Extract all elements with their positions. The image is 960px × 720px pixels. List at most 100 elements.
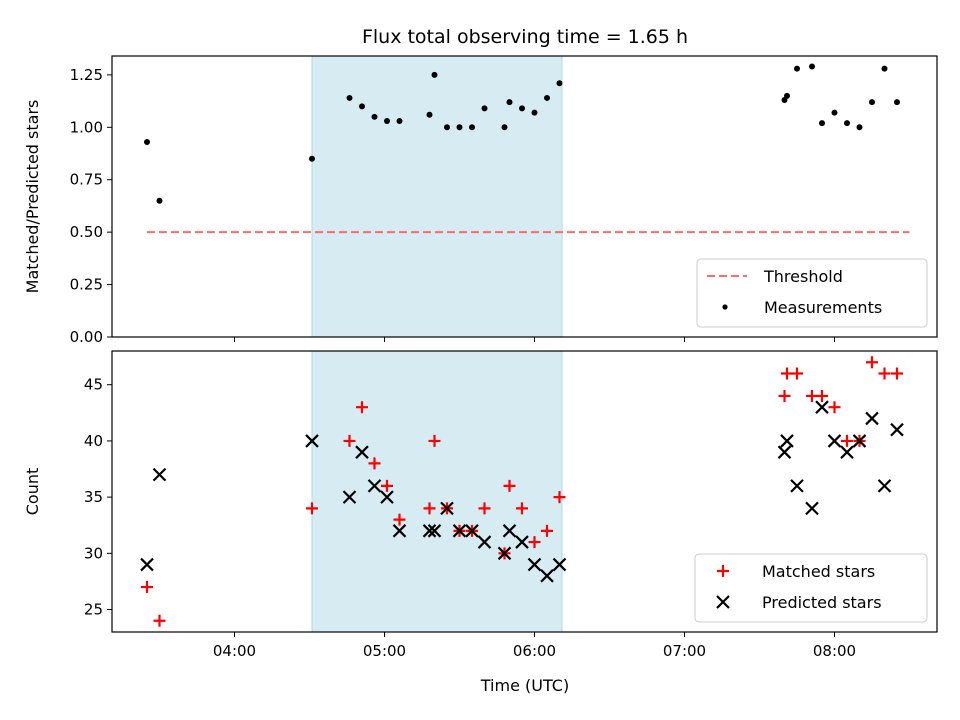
series-predicted-stars [140, 400, 904, 583]
data-point [367, 479, 382, 493]
chart-title: Flux total observing time = 1.65 h [362, 26, 688, 48]
data-point [306, 502, 318, 515]
data-point [527, 557, 542, 572]
data-point [819, 120, 825, 127]
axes-frame [111, 55, 938, 338]
data-point [152, 467, 167, 482]
data-point [852, 434, 867, 448]
data-point [381, 479, 393, 492]
data-point [309, 155, 315, 162]
data-point [515, 535, 529, 549]
data-point [865, 411, 879, 426]
data-point [816, 389, 828, 402]
data-point [519, 105, 525, 112]
y-tick-label: 35 [84, 488, 103, 506]
data-point [869, 99, 875, 106]
count-panel: 25 30 35 40 45 04:00 05:00 06:00 07:00 08:00 Count… [23, 350, 938, 660]
legend-x-swatch [716, 595, 730, 609]
legend-box [694, 553, 928, 623]
data-point [431, 71, 438, 78]
data-point [778, 389, 791, 402]
data-point [531, 109, 538, 116]
data-point [140, 557, 154, 572]
data-point [440, 501, 454, 516]
highlight-band [311, 350, 563, 633]
data-point [891, 367, 903, 380]
legend-box [696, 258, 928, 328]
data-point [856, 124, 863, 131]
y-tick-label: 30 [84, 544, 103, 562]
data-point [831, 109, 838, 116]
x-axis-title: Time (UTC) [480, 676, 569, 695]
y-tick-label: 0.75 [70, 171, 103, 189]
data-point [384, 118, 390, 125]
data-point [368, 457, 381, 470]
x-tick-label: 08:00 [813, 642, 856, 660]
data-point [156, 197, 163, 204]
data-point [878, 367, 891, 380]
data-point [827, 434, 842, 448]
data-point [355, 445, 369, 459]
data-point [465, 524, 479, 538]
data-point [544, 94, 550, 101]
data-point [359, 103, 365, 110]
data-point [501, 124, 508, 131]
legend-label: Matched stars [762, 562, 875, 581]
data-point [790, 479, 804, 493]
data-point [346, 94, 353, 101]
data-point [809, 63, 815, 70]
data-point [828, 401, 841, 414]
legend-plus-swatch [717, 565, 729, 577]
y-tick-label: 1.25 [70, 66, 103, 84]
highlight-band [311, 55, 563, 338]
data-point [422, 524, 437, 538]
x-tick-label: 04:00 [213, 642, 256, 660]
y-tick-label: 1.00 [70, 118, 103, 136]
data-point [784, 92, 790, 99]
data-point [866, 356, 878, 369]
data-point [777, 445, 792, 459]
data-point [877, 479, 892, 493]
y-axis-title: Count [23, 468, 42, 516]
data-point [141, 581, 153, 594]
data-point [840, 445, 854, 459]
data-point [516, 502, 528, 515]
data-point [371, 113, 378, 120]
data-point [541, 524, 553, 537]
legend: Threshold Measurements [696, 258, 928, 328]
y-tick-label: 40 [84, 432, 103, 450]
data-point [153, 614, 166, 627]
data-point [890, 422, 904, 437]
data-point [556, 80, 563, 87]
data-point [342, 490, 357, 504]
data-point [428, 434, 441, 447]
x-tick-label: 05:00 [363, 642, 406, 660]
data-point [841, 434, 853, 447]
axes-frame [111, 350, 938, 633]
data-point [881, 65, 888, 72]
data-point [305, 434, 319, 448]
y-tick-label: 0.00 [70, 328, 103, 346]
data-point [497, 546, 512, 561]
legend-label: Measurements [764, 298, 882, 317]
data-point [503, 479, 516, 492]
y-tick-label: 25 [84, 601, 103, 619]
x-tick-label: 07:00 [663, 642, 706, 660]
data-point [794, 65, 800, 72]
ratio-panel: 0.00 0.25 0.50 0.75 1.00 1.25 Matched/Predicte… [23, 55, 938, 346]
data-point [343, 434, 356, 447]
series-measurements [144, 63, 900, 204]
y-tick-label: 45 [84, 376, 103, 394]
data-point [506, 99, 513, 106]
y-tick-label: 0.50 [70, 223, 103, 241]
data-point [393, 513, 406, 526]
data-point [444, 124, 450, 131]
data-point [452, 524, 467, 538]
data-point [502, 524, 517, 538]
legend-label: Threshold [763, 267, 843, 286]
data-point [553, 491, 566, 504]
data-point [426, 111, 433, 118]
data-point [894, 99, 900, 106]
data-point [423, 502, 436, 515]
data-point [144, 138, 150, 145]
